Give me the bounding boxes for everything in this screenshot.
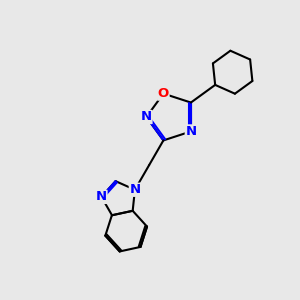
Text: N: N bbox=[96, 190, 107, 203]
Text: O: O bbox=[158, 87, 169, 100]
Text: N: N bbox=[129, 183, 140, 196]
Text: N: N bbox=[185, 125, 197, 138]
Text: N: N bbox=[141, 110, 152, 124]
